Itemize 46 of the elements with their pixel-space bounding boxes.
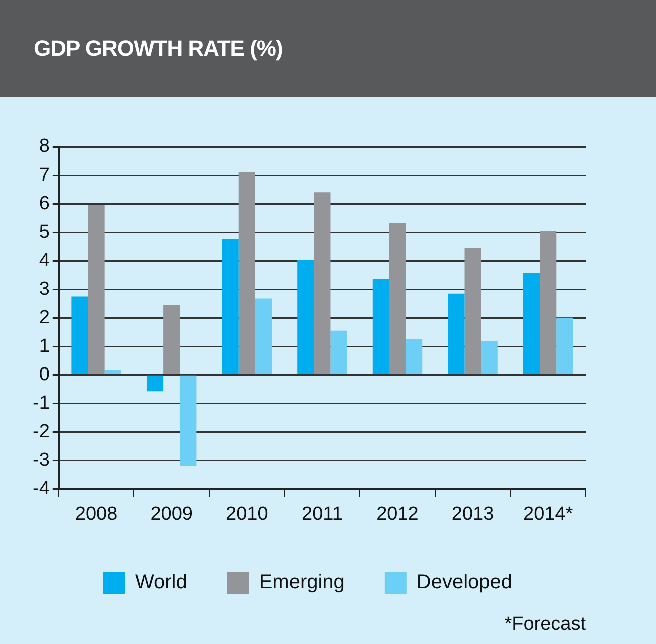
y-tick-label: 3: [39, 278, 50, 300]
y-tick-label: 5: [39, 222, 50, 243]
y-tick-label: 4: [39, 250, 50, 272]
y-tick-label: 1: [39, 336, 50, 357]
bar: [524, 273, 540, 374]
y-tick-label: 2: [39, 307, 50, 328]
y-tick-label: -1: [32, 392, 50, 414]
y-tick-label: -2: [32, 421, 50, 442]
bar: [481, 341, 498, 374]
bar: [88, 205, 105, 374]
x-tick-label: 2012: [376, 504, 419, 525]
bar: [448, 294, 465, 374]
y-tick-label: -4: [32, 478, 50, 500]
bar: [146, 376, 164, 392]
bar: [180, 376, 197, 466]
x-tick-label: 2011: [302, 504, 343, 525]
bar: [330, 330, 348, 374]
y-tick-label: 8: [39, 136, 50, 158]
x-tick-label: 2013: [452, 504, 494, 525]
bar: [464, 248, 482, 374]
y-tick-label: 7: [39, 164, 50, 186]
bar: [389, 223, 406, 374]
y-tick-label: 6: [39, 193, 50, 214]
chart-title: GDP GROWTH RATE (%): [34, 36, 283, 62]
bar: [222, 239, 239, 374]
x-tick-label: 2010: [226, 504, 268, 525]
bar: [164, 306, 180, 374]
x-tick-label: 2014*: [524, 504, 574, 525]
text: *Forecast: [504, 614, 586, 636]
bar: [556, 318, 574, 374]
legend-label: Emerging: [259, 572, 345, 594]
bar: [372, 279, 390, 374]
bar: [314, 192, 331, 374]
bar: [72, 296, 88, 374]
y-tick-label: -3: [32, 450, 50, 471]
x-tick-label: 2008: [75, 504, 118, 525]
bar: [540, 231, 557, 374]
bar: [238, 172, 256, 374]
bar: [255, 298, 272, 374]
legend-label: World: [135, 572, 188, 594]
bar: [298, 260, 314, 374]
y-tick-label: 0: [39, 364, 50, 386]
x-tick-label: 2009: [150, 504, 193, 525]
legend-label: Developed: [416, 572, 513, 594]
bar: [406, 339, 423, 374]
bar: [104, 370, 122, 374]
